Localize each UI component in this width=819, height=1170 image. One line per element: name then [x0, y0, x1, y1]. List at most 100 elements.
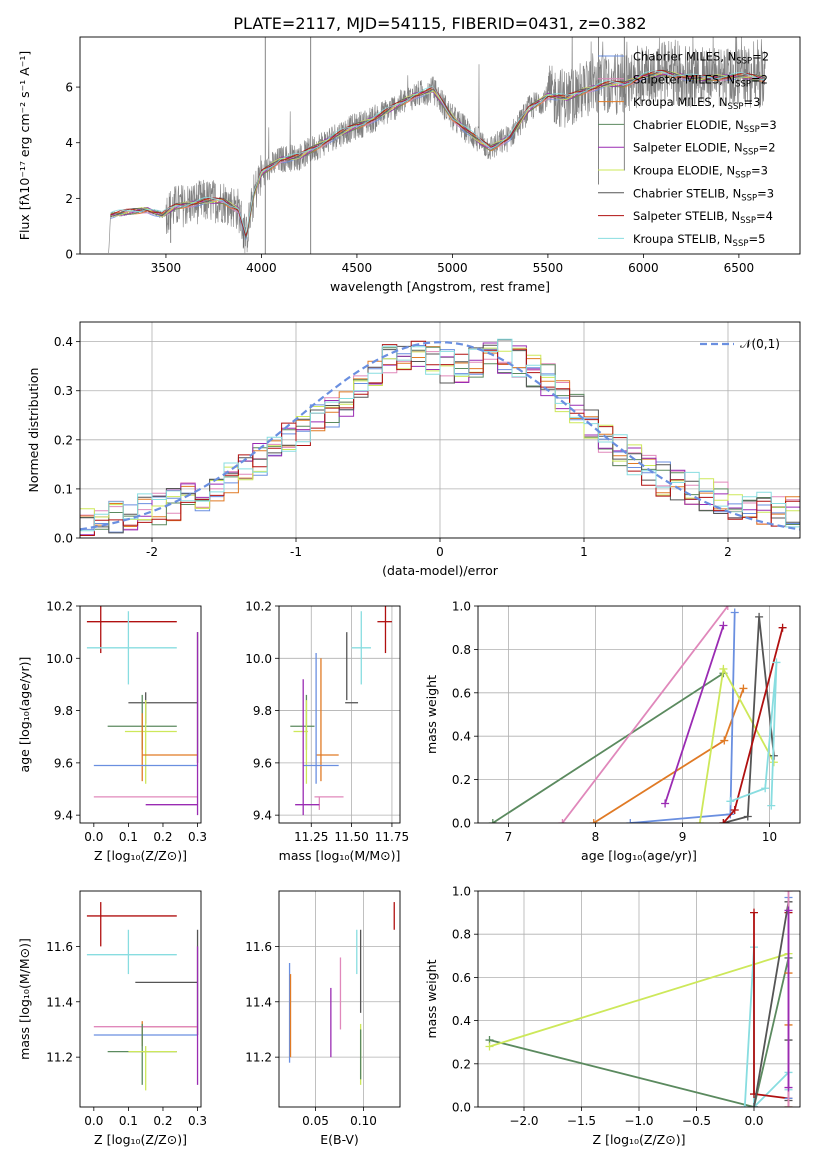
y-tick-label: 9.8 — [253, 704, 272, 718]
mass-weight-marker — [743, 812, 752, 821]
x-tick-label: 0.0 — [84, 830, 103, 844]
mass-weight-marker — [488, 819, 497, 823]
axes-frame — [477, 605, 801, 824]
y-tick-label: 0.2 — [452, 1057, 471, 1071]
mass-weight-marker — [755, 612, 764, 621]
x-tick-label: 7 — [505, 830, 513, 844]
y-tick-label: 0.4 — [452, 1014, 471, 1028]
y-tick-label: 0.4 — [54, 335, 73, 349]
legend-entry: Chabrier ELODIE, NSSP=3 — [633, 118, 777, 135]
y-tick-label: 11.4 — [46, 995, 73, 1009]
axes-frame — [278, 605, 401, 824]
plot-area — [80, 322, 800, 538]
mass-weight-line — [664, 625, 725, 804]
y-tick-label: 0.1 — [54, 482, 73, 496]
y-axis-label: mass weight — [424, 959, 439, 1038]
x-tick-label: 11.25 — [294, 830, 328, 844]
y-tick-label: 0.6 — [452, 686, 471, 700]
x-tick-label: 0.10 — [350, 1114, 377, 1128]
x-tick-label: −1.0 — [624, 1114, 653, 1128]
mass-weight-line — [730, 662, 778, 806]
legend-entry: Salpeter ELODIE, NSSP=2 — [633, 141, 776, 158]
y-axis-label: Flux [fλ10⁻¹⁷ erg cm⁻² s⁻¹ A⁻¹] — [17, 51, 32, 240]
x-axis-label: Z [log₁₀(Z/Z⊙)] — [94, 1132, 187, 1147]
y-tick-label: 0.2 — [54, 433, 73, 447]
mass-weight-marker — [719, 664, 728, 673]
y-tick-label: 9.4 — [253, 809, 272, 823]
y-axis-label: mass [log₁₀(M/M⊙)] — [17, 938, 32, 1060]
x-tick-label: 0.0 — [744, 1114, 763, 1128]
mass-weight-marker — [723, 606, 732, 610]
panel-residuals: -2 -1 0 1 2 0.0 0.1 0.2 0.3 0.4 (data-model)/error… — [26, 321, 801, 578]
panel-mass-vs-Z: 0.0 0.1 0.2 0.3 11.2 11.4 11.6 Z [log₁₀(Z/Z⊙)] m… — [17, 890, 207, 1147]
y-tick-label: 1.0 — [452, 885, 471, 899]
x-tick-label: 3500 — [151, 261, 182, 275]
y-tick-label: 9.6 — [253, 756, 272, 770]
mass-weight-marker — [750, 908, 758, 917]
axes-frame — [79, 890, 202, 1108]
x-tick-label: −0.5 — [682, 1114, 711, 1128]
mass-weight-marker — [772, 658, 781, 667]
mass-weight-marker — [719, 819, 728, 823]
x-tick-label: 2 — [724, 545, 732, 559]
x-tick-label: 4000 — [246, 261, 277, 275]
x-tick-label: −1.5 — [567, 1114, 596, 1128]
mass-weight-marker — [485, 1042, 494, 1051]
x-tick-label: 0.1 — [119, 830, 138, 844]
axes-frame — [79, 605, 202, 824]
legend-entry: Chabrier STELIB, NSSP=3 — [633, 186, 774, 203]
legend-entry: Salpeter MILES, NSSP=2 — [633, 72, 768, 89]
y-tick-label: 11.2 — [46, 1051, 73, 1065]
y-tick-label: 0.8 — [452, 643, 471, 657]
mass-weight-marker — [784, 891, 793, 895]
x-tick-label: 1 — [580, 545, 588, 559]
y-tick-label: 9.4 — [54, 809, 73, 823]
x-axis-label: (data-model)/error — [382, 563, 499, 578]
x-tick-label: 0 — [436, 545, 444, 559]
axes-frame — [278, 890, 401, 1108]
x-tick-label: 10 — [762, 830, 777, 844]
panel-age-vs-Z: 0.0 0.1 0.2 0.3 9.4 9.6 9.8 10.0 10.2 Z [log₁₀(Z/… — [17, 600, 207, 864]
mass-weight-marker — [726, 797, 735, 806]
mass-weight-line — [753, 901, 790, 1107]
plot-area — [478, 891, 800, 1107]
y-tick-label: 0.6 — [452, 971, 471, 985]
y-tick-label: 0.4 — [452, 730, 471, 744]
legend-entry: Kroupa MILES, NSSP=3 — [633, 95, 760, 112]
x-tick-label: 0.3 — [188, 830, 207, 844]
y-tick-label: 11.6 — [245, 940, 272, 954]
panel-age-vs-mass: 11.25 11.50 11.75 9.4 9.6 9.8 10.0 10.2 mass [lo… — [245, 600, 409, 864]
gaussian-curve — [80, 341, 800, 531]
x-tick-label: 0.3 — [188, 1114, 207, 1128]
mass-weight-marker — [750, 1103, 758, 1107]
mass-weight-marker — [740, 1103, 749, 1107]
mass-weight-marker — [695, 819, 704, 823]
mass-weight-line — [561, 606, 729, 823]
mass-weight-marker — [558, 819, 567, 823]
mass-weight-marker — [778, 623, 787, 632]
y-axis-label: age [log₁₀(age/yr)] — [17, 657, 32, 773]
x-tick-label: 6500 — [724, 261, 755, 275]
panel-massweight-vs-age: 7 8 9 10 0.0 0.2 0.4 0.6 0.8 1.0 age [log₁₀(age/yr… — [424, 600, 801, 863]
panel-spectrum: 3500 4000 4500 5000 5500 6000 6500 0 2 4 6 waveleng… — [17, 36, 801, 294]
x-tick-label: 0.1 — [119, 1114, 138, 1128]
x-tick-label: 11.50 — [334, 830, 368, 844]
mass-weight-marker — [720, 736, 729, 745]
legend-entry: Kroupa ELODIE, NSSP=3 — [633, 164, 768, 181]
y-tick-label: 10.2 — [245, 600, 272, 614]
y-axis-label: Normed distribution — [26, 368, 41, 493]
x-tick-label: 5000 — [437, 261, 468, 275]
y-tick-label: 10.0 — [245, 652, 272, 666]
mass-weight-marker — [626, 819, 635, 823]
mass-weight-marker — [739, 684, 748, 693]
mass-weight-line — [489, 957, 790, 1107]
panel-massweight-vs-Z: −2.0 −1.5 −1.0 −0.5 0.0 0.0 0.2 0.4 0.6 0.8 1.0 Z [… — [424, 885, 801, 1147]
y-tick-label: 0.2 — [452, 773, 471, 787]
y-tick-label: 10.2 — [46, 600, 73, 614]
y-tick-label: 4 — [65, 136, 73, 150]
y-tick-label: 0.0 — [452, 1101, 471, 1115]
y-tick-label: 11.2 — [245, 1051, 272, 1065]
x-tick-label: -2 — [146, 545, 158, 559]
x-tick-label: 0.05 — [302, 1114, 329, 1128]
